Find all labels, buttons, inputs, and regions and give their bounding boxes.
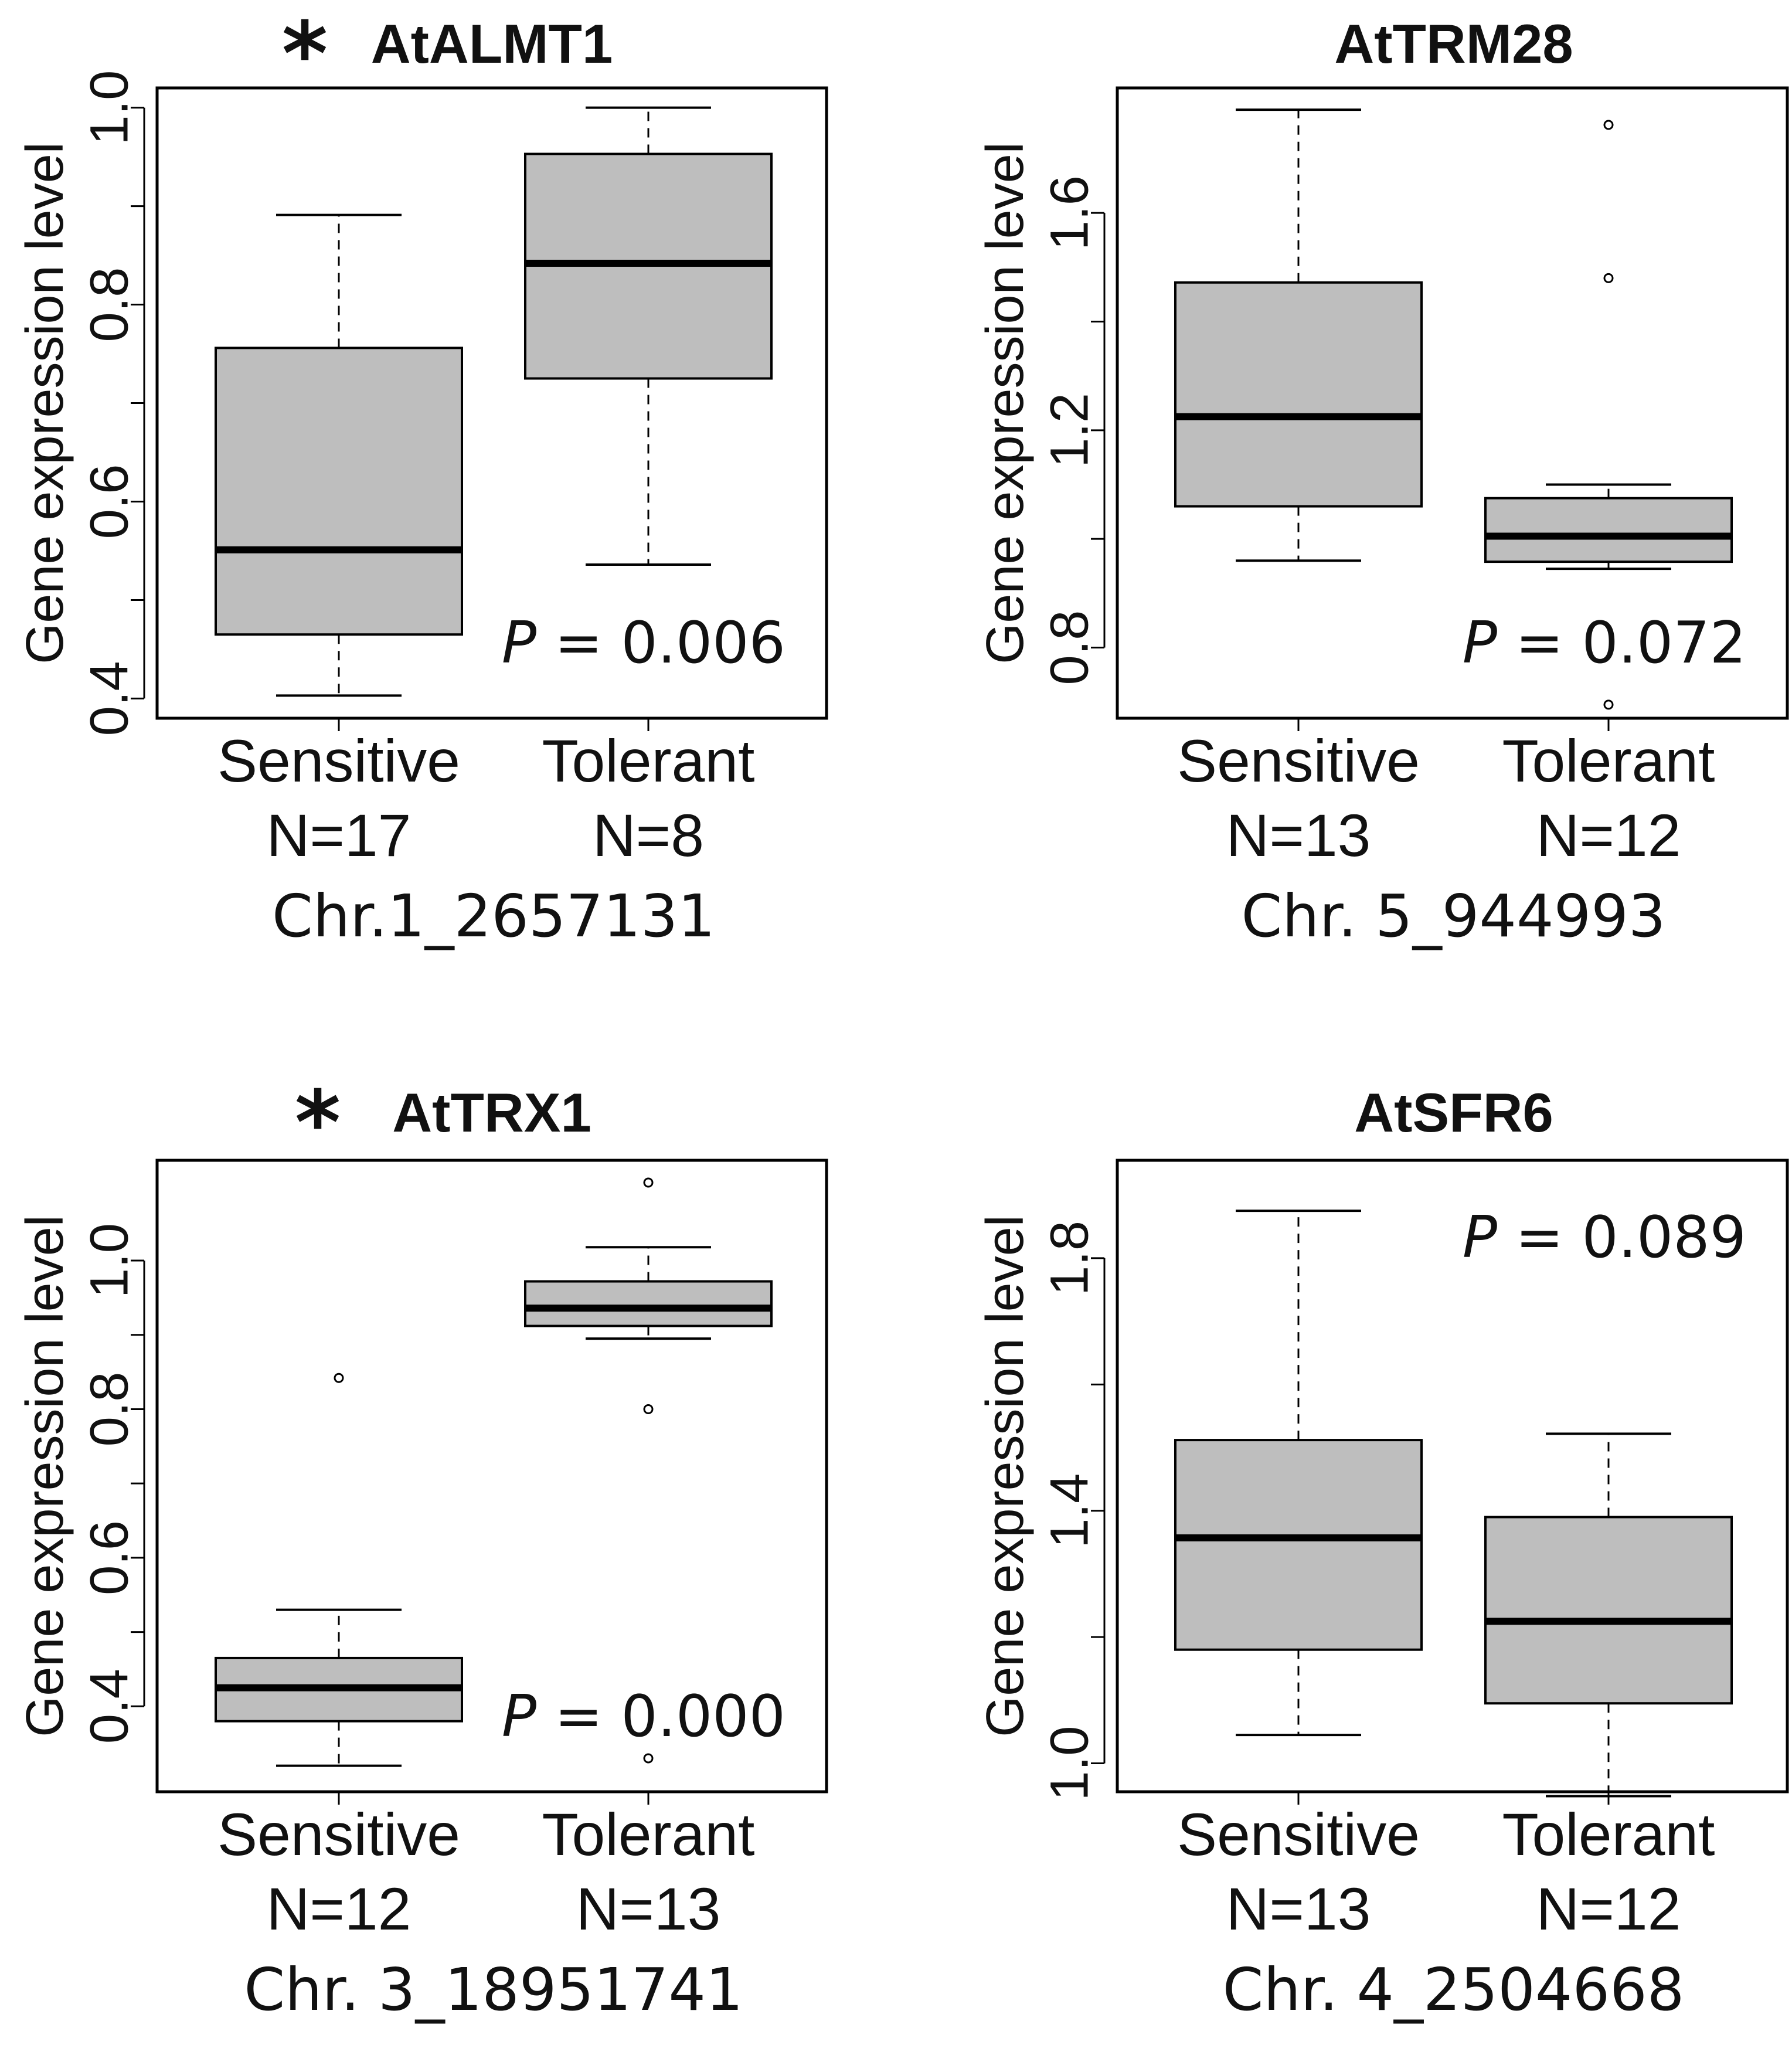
locus-label: Chr. 4_2504668 [1223, 1955, 1685, 2024]
y-tick-label: 1.8 [1039, 1221, 1099, 1296]
iqr-box [215, 347, 463, 636]
x-group-count: N=8 [593, 802, 704, 869]
outlier-point [1603, 273, 1614, 283]
y-tick-label: 0.4 [79, 1669, 139, 1744]
outlier-point [643, 1753, 654, 1764]
x-group-label: Sensitive [1177, 1801, 1420, 1868]
x-group-count: N=13 [1226, 1876, 1371, 1942]
p-value-text: = 0.072 [1497, 610, 1746, 677]
x-group-count: N=12 [1536, 802, 1681, 869]
chart-title: AtALMT1 [371, 13, 613, 74]
box-tolerant [1484, 120, 1733, 710]
box-sensitive [1174, 1210, 1423, 1737]
chart-title: AtTRM28 [1334, 13, 1573, 74]
y-tick-label: 1.6 [1039, 175, 1099, 250]
x-group-label: Tolerant [1502, 728, 1715, 794]
p-value-annotation: P = 0.072 [1463, 610, 1746, 677]
y-tick-label: 1.2 [1039, 393, 1099, 468]
y-tick-label: 0.8 [79, 1372, 139, 1447]
plot-frame [1116, 86, 1789, 720]
y-tick-label: 1.0 [1039, 1726, 1099, 1801]
y-tick-label: 0.6 [79, 464, 139, 539]
outlier-point [1603, 699, 1614, 710]
box-sensitive [1174, 108, 1423, 562]
p-value-annotation: P = 0.000 [502, 1683, 786, 1750]
iqr-box [1484, 497, 1733, 563]
p-value-annotation: P = 0.006 [502, 610, 786, 677]
iqr-box [1174, 1439, 1423, 1651]
x-group-label: Tolerant [542, 728, 755, 794]
y-tick-label: 1.0 [79, 70, 139, 145]
y-tick-label: 0.6 [79, 1520, 139, 1595]
p-symbol: P [1463, 610, 1497, 677]
outlier-point [643, 1404, 654, 1414]
x-group-label: Tolerant [1502, 1801, 1715, 1868]
y-tick-label: 0.8 [79, 267, 139, 342]
y-tick-label: 0.8 [1039, 610, 1099, 685]
iqr-box [1174, 281, 1423, 508]
p-symbol: P [1463, 1204, 1497, 1271]
p-symbol: P [502, 610, 536, 677]
x-group-count: N=13 [576, 1876, 721, 1942]
significance-star: * [282, 4, 328, 106]
box-tolerant [524, 1177, 773, 1764]
x-group-label: Tolerant [542, 1801, 755, 1868]
p-value-text: = 0.006 [536, 610, 786, 677]
plot-frame [1116, 1159, 1789, 1794]
y-axis-title: Gene expression level [16, 1215, 74, 1737]
x-group-label: Sensitive [217, 728, 460, 794]
significance-star: * [295, 1072, 341, 1174]
iqr-box [524, 1280, 773, 1327]
outlier-point [643, 1177, 654, 1188]
p-value-text: = 0.089 [1497, 1204, 1746, 1271]
outlier-point [334, 1373, 344, 1383]
locus-label: Chr. 3_18951741 [244, 1955, 743, 2024]
x-group-count: N=17 [267, 802, 412, 869]
y-axis-title: Gene expression level [16, 142, 74, 664]
locus-label: Chr. 5_944993 [1241, 882, 1665, 950]
y-tick-label: 0.4 [79, 661, 139, 736]
box-sensitive [215, 213, 463, 697]
chart-title: AtSFR6 [1354, 1082, 1553, 1143]
box-tolerant [1484, 1432, 1733, 1798]
outlier-point [1603, 120, 1614, 130]
p-symbol: P [502, 1683, 536, 1750]
plot-frame [155, 86, 828, 720]
y-axis-title: Gene expression level [976, 142, 1035, 664]
x-group-count: N=12 [267, 1876, 412, 1942]
y-tick-label: 1.0 [79, 1223, 139, 1298]
y-axis-title: Gene expression level [976, 1215, 1035, 1737]
x-group-label: Sensitive [217, 1801, 460, 1868]
x-group-count: N=12 [1536, 1876, 1681, 1942]
y-tick-label: 1.4 [1039, 1473, 1099, 1548]
chart-title: AtTRX1 [392, 1082, 591, 1143]
x-group-label: Sensitive [1177, 728, 1420, 794]
box-sensitive [215, 1373, 463, 1767]
plot-frame [155, 1159, 828, 1794]
box-tolerant [524, 106, 773, 566]
p-value-text: = 0.000 [536, 1683, 786, 1750]
locus-label: Chr.1_2657131 [272, 882, 715, 950]
x-group-count: N=13 [1226, 802, 1371, 869]
p-value-annotation: P = 0.089 [1463, 1204, 1746, 1271]
iqr-box [1484, 1516, 1733, 1705]
